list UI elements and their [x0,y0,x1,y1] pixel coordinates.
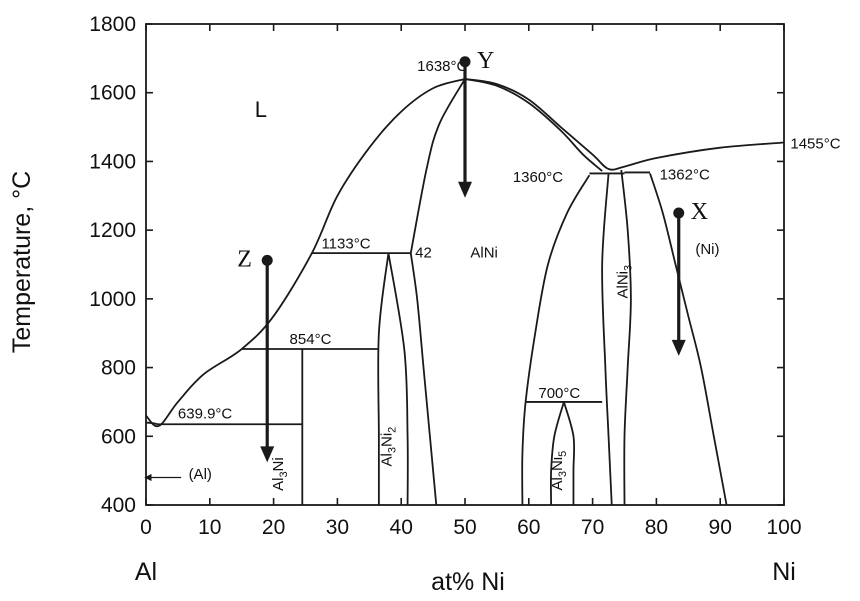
boundary-ni-solvus [649,173,728,506]
left-end-label: Al [135,558,157,586]
boundary-al3ni2-left [377,253,390,505]
x-tick-label: 0 [140,516,152,539]
x-tick-label: 60 [517,516,540,539]
y-tick-label: 800 [101,357,136,380]
x-tick-label: 50 [453,516,476,539]
phase-boundaries [144,78,785,506]
x-tick-label: 40 [390,516,413,539]
x-tick-label: 30 [326,516,349,539]
temperature-annotation: 854°C [290,331,332,348]
point-arrow-head [260,446,275,463]
temperature-annotation: 1360°C [513,169,563,186]
boundary-alni-right-boundary [521,174,591,506]
x-tick-label: 80 [645,516,668,539]
point-label-Y: Y [477,48,494,74]
y-tick-label: 1800 [89,13,136,36]
y-tick-label: 400 [101,494,136,517]
boundary-alni-left-boundary [409,253,438,506]
x-tick-label: 90 [709,516,732,539]
phase-label-al3ni5: Al3Ni5 [549,451,569,491]
point-label-X: X [691,199,708,225]
boundary-alni-solidus-right [464,78,603,172]
x-tick-label: 70 [581,516,604,539]
phase-label-part: AlNi [615,271,632,299]
phase-label-part: Ni [549,457,566,471]
phase-label-al3ni2: Al3Ni2 [379,427,399,467]
composition-point-X [673,207,685,219]
phase-label-subscript: 3 [278,471,290,477]
composition-point-Z [261,254,273,266]
y-tick-label: 600 [101,425,136,448]
x-tick-label: 20 [262,516,285,539]
boundary-al3ni5-right [563,401,576,505]
point-arrow-head [671,339,686,356]
phase-label-alni3: AlNi3 [615,265,635,299]
point-arrow-head [458,181,472,198]
temperature-annotation: 1638°C [417,58,467,75]
y-tick-label: 1400 [89,150,136,173]
phase-label-subscript: 3 [557,471,569,477]
phase-label-part: Ni [379,433,396,447]
temperature-annotation: 639.9°C [178,405,233,422]
phase-label-subscript: 3 [623,265,635,271]
phase-label-subscript: 5 [557,451,569,457]
temperature-annotation: 1362°C [660,167,710,184]
temperature-annotation: 1133°C [321,235,370,252]
y-tick-label: 1000 [89,288,136,311]
point-label-Z: Z [237,246,252,272]
boundary-al-solvus [145,421,158,426]
phase-label-part: Ni [270,457,287,471]
x-axis-title: at% Ni [431,568,505,596]
right-end-label: Ni [772,558,796,586]
boundary-alni-upper-left [409,78,466,254]
phase-label-ni: (Ni) [695,241,719,258]
phase-label-part: Al [549,477,566,490]
phase-label-al3ni: Al3Ni [270,457,290,491]
phase-label-part: Al [379,453,396,466]
x-tick-label: 10 [198,516,221,539]
axis-ticks: 0 10 20 30 40 50 60 70 80 90 100 400 600 800 1000 1200 1… [89,13,801,539]
x-tick-label: 100 [766,516,801,539]
phase-label-part: Al [270,478,287,491]
boundary-liquidus-right [464,78,785,171]
boundary-liquidus-left [145,78,466,428]
phase-label-al: (Al) [189,466,212,483]
y-tick-label: 1600 [89,82,136,105]
temperature-annotations: 1638°C 1133°C 854°C 639.9°C 1360°C 1362°C 1455… [178,58,841,422]
y-axis-title: Temperature, °C [8,171,36,353]
boundary-al3ni2-right [387,253,409,506]
composition-point-Y [459,56,471,68]
phase-label-num42: 42 [415,245,432,262]
boundary-alni3-left [601,173,613,506]
phase-label-subscript: 3 [387,447,399,453]
y-tick-label: 1200 [89,219,136,242]
phase-label-subscript: 2 [387,427,399,433]
temperature-annotation: 1455°C [790,135,840,152]
phase-label-alni: AlNi [470,245,498,262]
boundary-al3ni5-left [549,401,565,506]
composition-points: Y Z X [237,48,708,463]
boundary-alni3-right [620,169,632,506]
temperature-annotation: 700°C [538,385,580,402]
phase-label-L: L [255,97,267,122]
